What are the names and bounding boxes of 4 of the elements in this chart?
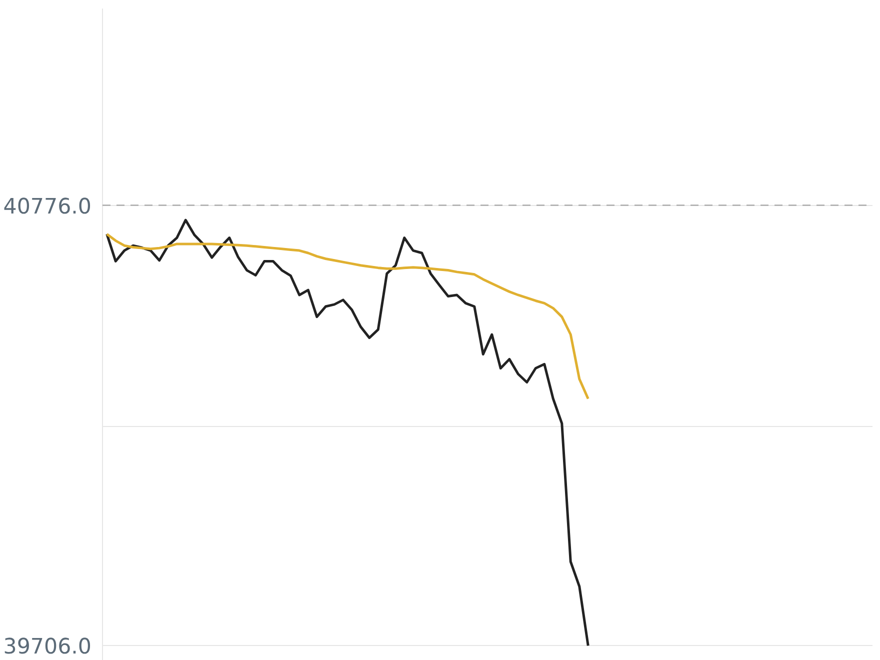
y-tick-label: 40776.0 — [3, 194, 92, 220]
line-series — [106, 232, 590, 400]
line-series — [106, 218, 590, 647]
y-tick-label: 39706.0 — [3, 634, 92, 660]
